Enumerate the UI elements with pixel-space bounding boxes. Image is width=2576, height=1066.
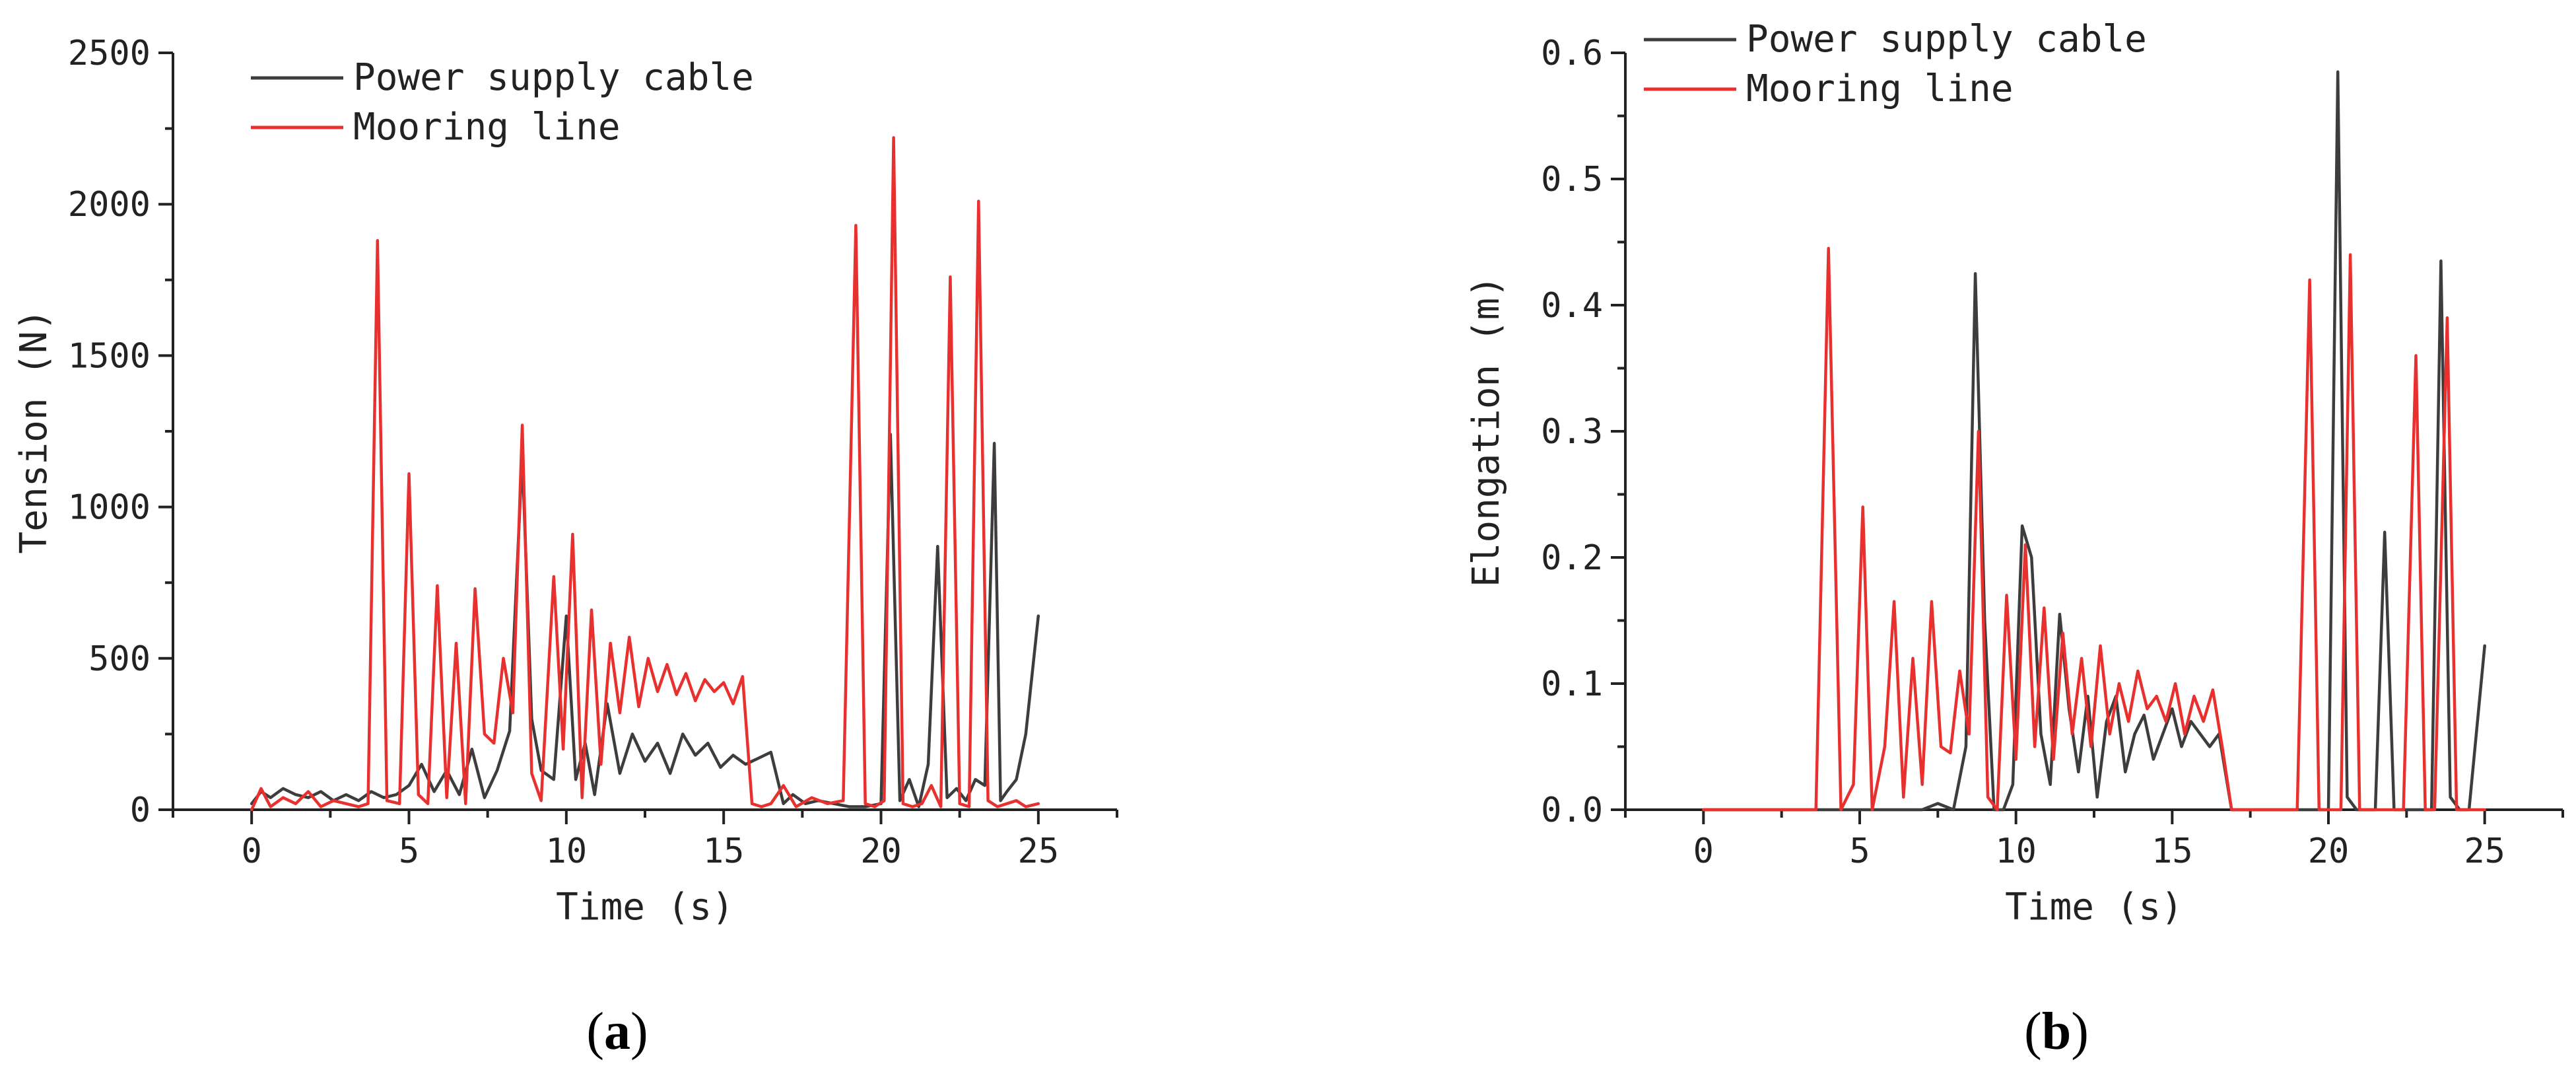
panel-b-y-axis-title: Elongation (m) [1465, 275, 1508, 587]
x-tick-label: 25 [1018, 832, 1060, 871]
legend-label-power-supply-cable: Power supply cable [1746, 18, 2147, 61]
panel-b-plot-area: 0 5 10 15 20 25 0.0 0.1 0.2 0.3 0.4 0.5 0.6 Power sup… [1541, 18, 2564, 871]
y-tick-label: 0.5 [1541, 160, 1603, 199]
y-tick-label: 0.4 [1541, 286, 1603, 326]
series-line-power-supply-cable [1702, 70, 2486, 812]
legend-label-power-supply-cable: Power supply cable [353, 56, 754, 99]
panel-b-x-axis-title: Time (s) [2005, 886, 2183, 929]
y-tick-label: 0.2 [1541, 538, 1603, 578]
panel-b-label-letter: b [2042, 1003, 2072, 1061]
y-tick-label: 0.1 [1541, 664, 1603, 704]
y-tick-label: 1000 [68, 488, 151, 528]
y-tick-label: 0.3 [1541, 412, 1603, 452]
panel-a-plot-area: 0 5 10 15 20 25 0 500 1000 1500 2000 2500 Power supp… [68, 34, 1118, 871]
panel-a-label: (a) [586, 1003, 648, 1061]
x-tick-label: 5 [399, 832, 419, 871]
x-tick-label: 0 [242, 832, 262, 871]
x-tick-label: 10 [1995, 832, 2037, 871]
panel-a-x-axis-title: Time (s) [556, 886, 734, 929]
panel-a-y-axis-title: Tension (N) [13, 309, 55, 554]
x-tick-label: 15 [703, 832, 745, 871]
x-tick-label: 25 [2464, 832, 2505, 871]
panel-a: 0 5 10 15 20 25 0 500 1000 1500 2000 2500 Power supp… [13, 34, 1118, 1061]
x-tick-label: 10 [546, 832, 588, 871]
panel-a-label-letter: a [604, 1003, 630, 1061]
series-line-mooring-line [1702, 246, 2486, 812]
y-tick-label: 500 [88, 639, 151, 679]
x-tick-label: 5 [1849, 832, 1870, 871]
x-tick-label: 20 [2308, 832, 2350, 871]
series-line-mooring-line [250, 136, 1040, 812]
legend-label-mooring-line: Mooring line [1746, 67, 2014, 110]
panel-b-label: (b) [2024, 1003, 2089, 1061]
panel-b: 0 5 10 15 20 25 0.0 0.1 0.2 0.3 0.4 0.5 0.6 Power sup… [1465, 18, 2564, 1061]
y-tick-label: 0.0 [1541, 791, 1603, 830]
legend-label-mooring-line: Mooring line [353, 106, 621, 149]
y-tick-label: 2000 [68, 185, 151, 225]
y-tick-label: 0 [130, 791, 151, 830]
y-tick-label: 2500 [68, 34, 151, 73]
x-tick-label: 0 [1693, 832, 1714, 871]
x-tick-label: 20 [860, 832, 902, 871]
y-tick-label: 0.6 [1541, 34, 1603, 73]
y-tick-label: 1500 [68, 336, 151, 376]
x-tick-label: 15 [2152, 832, 2193, 871]
